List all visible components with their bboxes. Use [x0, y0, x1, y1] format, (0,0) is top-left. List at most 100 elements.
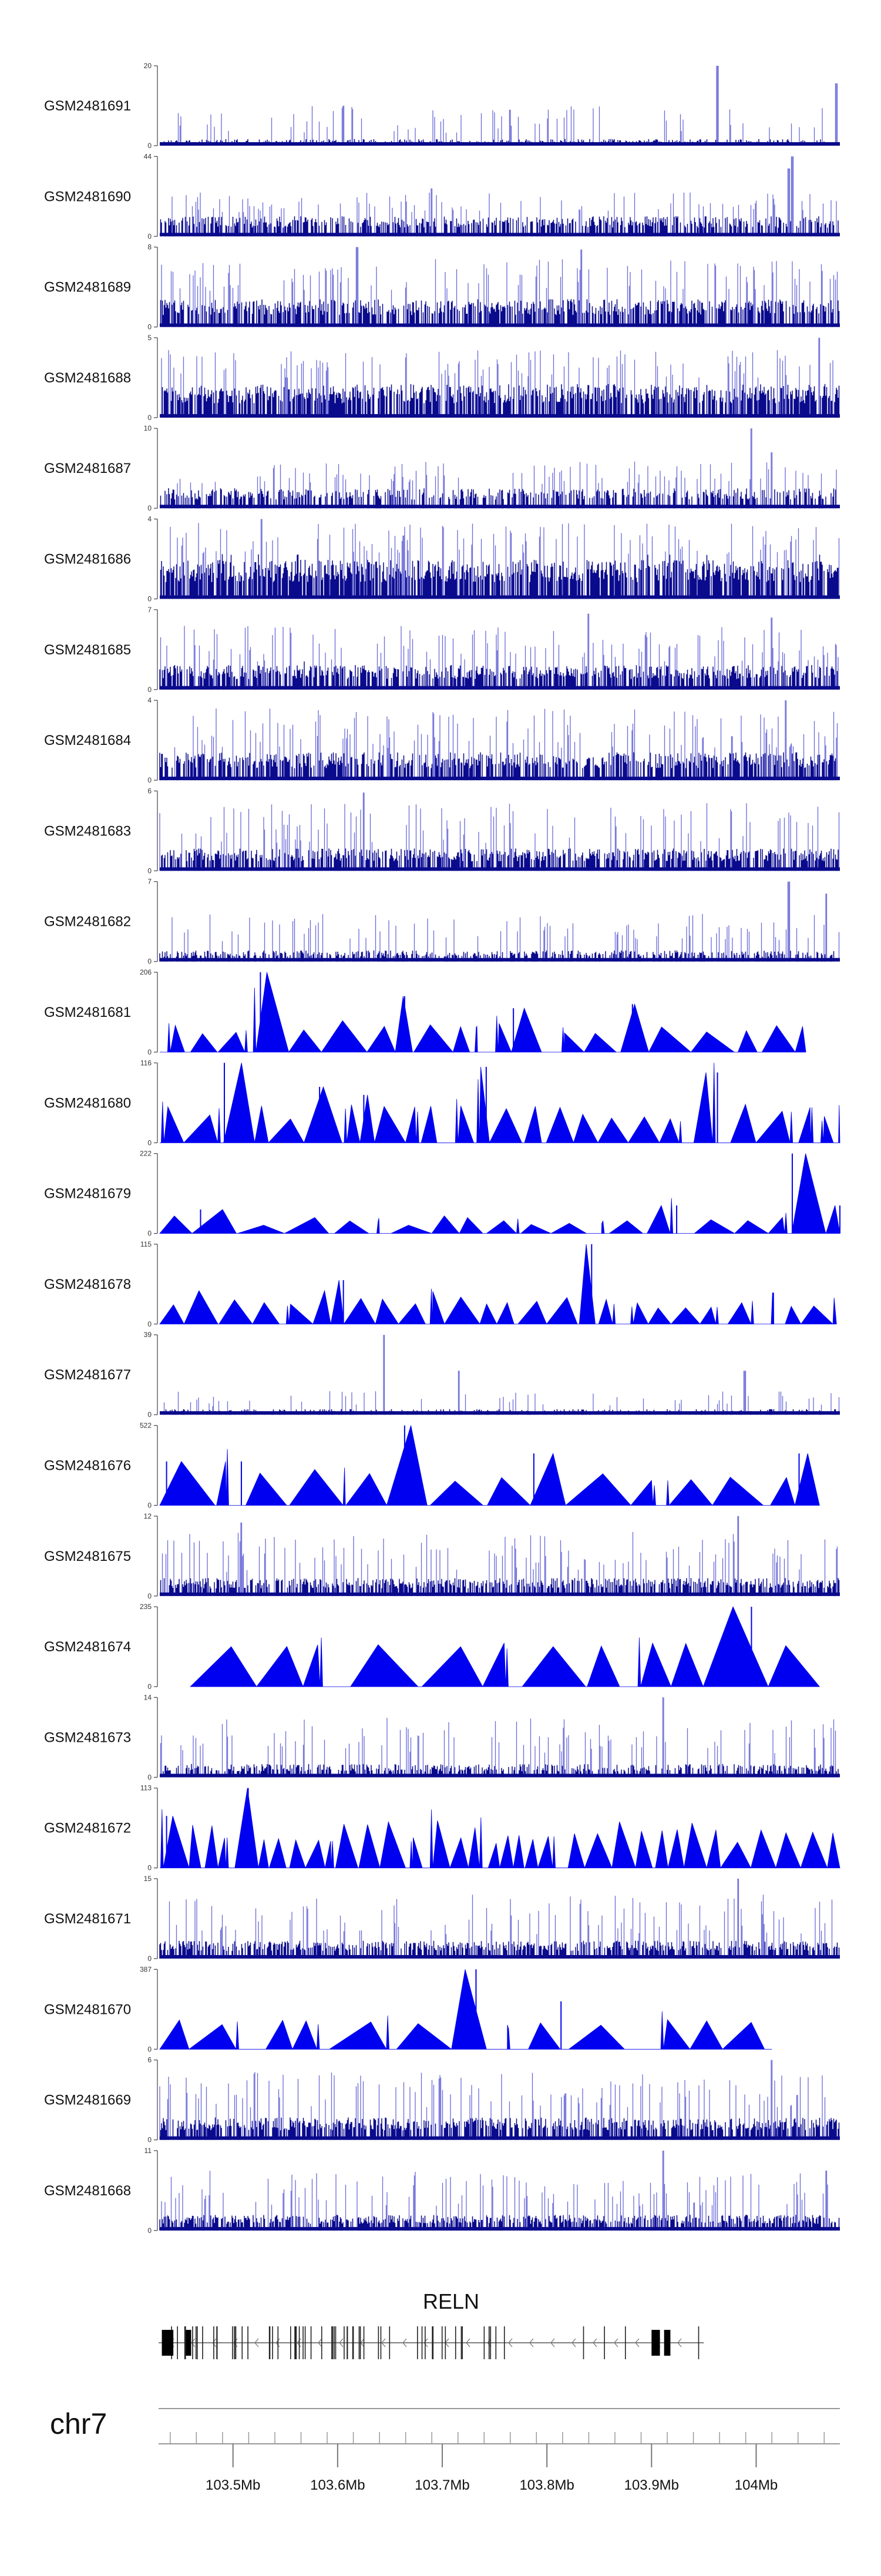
strand-chevron: [571, 2338, 576, 2347]
track-label: GSM2481668: [44, 2183, 131, 2199]
y-max-label: 235: [140, 1603, 152, 1611]
y-min-label: 0: [147, 2136, 152, 2144]
strand-chevron: [339, 2338, 344, 2347]
track-label: GSM2481679: [44, 1186, 131, 1202]
y-min-label: 0: [147, 1230, 152, 1238]
y-min-label: 0: [147, 1682, 152, 1691]
exon-block: [651, 2330, 660, 2356]
strand-chevron: [466, 2338, 470, 2347]
coverage-area: [160, 1063, 840, 1144]
y-min-label: 0: [147, 2045, 152, 2053]
coverage-bars: [161, 848, 839, 871]
track-label: GSM2481674: [44, 1639, 131, 1655]
track-label: GSM2481688: [44, 370, 131, 386]
coverage-floor: [160, 505, 840, 509]
coverage-floor: [160, 1411, 840, 1415]
track-GSM2481684: GSM2481684 4 0: [44, 696, 840, 784]
coverage-floor: [160, 323, 840, 327]
y-min-label: 0: [147, 1864, 152, 1872]
y-min-label: 0: [147, 2226, 152, 2235]
y-min-label: 0: [147, 504, 152, 512]
y-min-label: 0: [147, 958, 152, 966]
coverage-floor: [160, 958, 840, 962]
position-label: 104Mb: [735, 2477, 778, 2493]
track-GSM2481678: GSM2481678 115 0: [44, 1240, 837, 1328]
y-min-label: 0: [147, 686, 152, 694]
coverage-peaks: [159, 2060, 826, 2140]
y-max-label: 39: [144, 1331, 152, 1339]
y-min-label: 0: [147, 142, 152, 150]
position-label: 103.5Mb: [206, 2477, 260, 2493]
coverage-area: [159, 1153, 840, 1234]
coverage-peaks: [169, 1879, 833, 1959]
y-max-label: 222: [140, 1150, 152, 1158]
coverage-peaks: [177, 428, 837, 509]
y-max-label: 387: [140, 1965, 152, 1973]
coverage-bars: [162, 384, 840, 418]
coverage-bars: [159, 752, 836, 781]
coverage-floor: [160, 777, 840, 781]
track-GSM2481671: GSM2481671 15 0: [44, 1875, 840, 1963]
coverage-peaks: [160, 1697, 836, 1778]
y-min-label: 0: [147, 1410, 152, 1419]
y-max-label: 15: [144, 1875, 152, 1883]
track-GSM2481670: GSM2481670 387 0: [44, 1965, 772, 2053]
coverage-bars: [160, 2117, 840, 2140]
track-label: GSM2481683: [44, 823, 131, 839]
y-max-label: 12: [144, 1512, 152, 1520]
track-GSM2481688: GSM2481688 5 0: [44, 334, 840, 422]
coverage-peaks: [172, 881, 840, 962]
strand-chevron: [677, 2338, 682, 2347]
coverage-bars: [160, 1578, 840, 1596]
track-GSM2481674: GSM2481674 235 0: [44, 1603, 821, 1691]
coverage-floor: [160, 595, 840, 599]
track-label: GSM2481669: [44, 2093, 131, 2108]
track-GSM2481682: GSM2481682 7 0: [44, 878, 840, 966]
strand-chevron: [487, 2338, 492, 2347]
track-label: GSM2481673: [44, 1729, 131, 1745]
y-max-label: 20: [144, 62, 152, 70]
coverage-floor: [160, 686, 840, 690]
coverage-peaks: [174, 700, 838, 781]
coverage-peaks: [159, 792, 840, 871]
track-GSM2481677: GSM2481677 39 0: [44, 1331, 840, 1419]
strand-chevron: [191, 2338, 196, 2347]
track-label: GSM2481676: [44, 1458, 131, 1474]
track-label: GSM2481685: [44, 642, 131, 658]
track-GSM2481679: GSM2481679 222 0: [44, 1150, 840, 1238]
exon-block: [186, 2330, 191, 2356]
track-GSM2481672: GSM2481672 113 0: [44, 1784, 840, 1872]
y-max-label: 522: [140, 1422, 152, 1430]
position-label: 103.7Mb: [415, 2477, 469, 2493]
track-label: GSM2481670: [44, 2001, 131, 2017]
coverage-floor: [160, 1774, 840, 1778]
y-max-label: 5: [147, 334, 152, 342]
track-label: GSM2481672: [44, 1821, 131, 1836]
coverage-area: [190, 1606, 821, 1688]
coverage-floor: [160, 414, 840, 418]
y-max-label: 4: [147, 515, 152, 523]
y-min-label: 0: [147, 1502, 152, 1510]
strand-chevron: [381, 2338, 386, 2347]
track-label: GSM2481680: [44, 1095, 131, 1111]
strand-chevron: [402, 2338, 407, 2347]
y-max-label: 7: [147, 878, 152, 886]
y-min-label: 0: [147, 595, 152, 603]
track-GSM2481685: GSM2481685 7 0: [44, 606, 840, 694]
track-GSM2481676: GSM2481676 522 0: [44, 1422, 820, 1510]
track-label: GSM2481677: [44, 1367, 131, 1383]
track-GSM2481686: GSM2481686 4 0: [44, 515, 840, 603]
y-min-label: 0: [147, 232, 152, 240]
gene-name-label: RELN: [423, 2289, 479, 2313]
y-max-label: 10: [144, 424, 152, 432]
coverage-bars: [159, 661, 838, 690]
coverage-floor: [160, 2136, 840, 2140]
coverage-tracks: GSM2481691200GSM2481690440GSM248168980GS…: [44, 62, 840, 2235]
y-min-label: 0: [147, 323, 152, 331]
track-label: GSM2481690: [44, 189, 131, 204]
y-max-label: 113: [140, 1784, 152, 1792]
track-GSM2481687: GSM2481687 10 0: [44, 424, 840, 512]
coverage-bars: [159, 1940, 840, 1959]
strand-chevron: [529, 2338, 534, 2347]
y-max-label: 116: [140, 1059, 152, 1067]
